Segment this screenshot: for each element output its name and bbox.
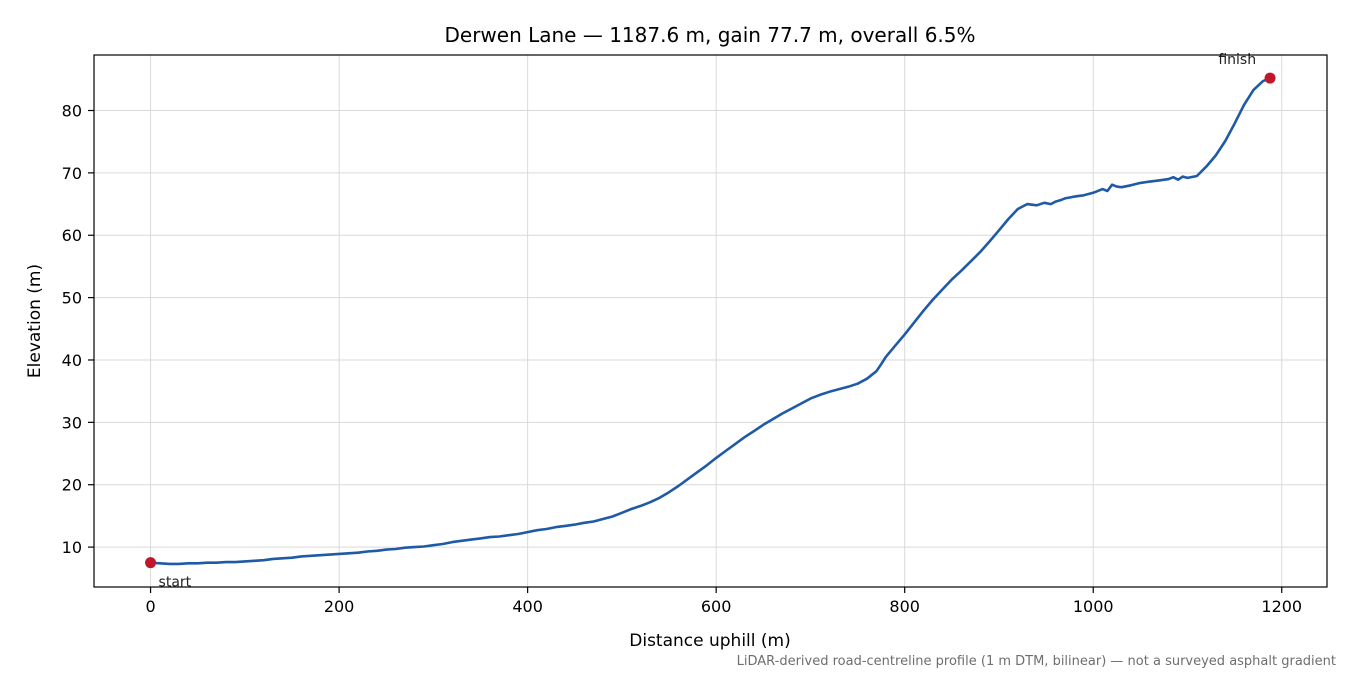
y-tick-label: 80 — [62, 102, 82, 121]
x-tick-label: 800 — [889, 597, 920, 616]
start-marker — [145, 557, 157, 569]
x-tick-label: 600 — [701, 597, 732, 616]
y-tick-label: 60 — [62, 226, 82, 245]
y-tick-label: 10 — [62, 538, 82, 557]
grid-lines — [94, 55, 1327, 587]
series-layer — [149, 76, 1272, 566]
x-tick-label: 0 — [145, 597, 155, 616]
axis-ticks: 0 200 400 600 800 1000 1200 10 20 30 40 50 60 70 80 — [62, 102, 1302, 616]
chart-title: Derwen Lane — 1187.6 m, gain 77.7 m, ove… — [444, 23, 975, 47]
elevation-profile-line — [149, 76, 1272, 566]
y-tick-label: 50 — [62, 289, 82, 308]
y-tick-label: 30 — [62, 413, 82, 432]
plot-frame — [93, 54, 1328, 588]
x-tick-label: 400 — [512, 597, 543, 616]
x-axis-label: Distance uphill (m) — [629, 631, 790, 651]
footnote: LiDAR-derived road-centreline profile (1… — [737, 654, 1336, 669]
y-tick-label: 70 — [62, 164, 82, 183]
finish-label: finish — [1218, 52, 1256, 68]
x-tick-label: 200 — [324, 597, 355, 616]
x-tick-label: 1000 — [1073, 597, 1114, 616]
y-tick-label: 20 — [62, 476, 82, 495]
y-tick-label: 40 — [62, 351, 82, 370]
annotation-layer: start finish — [145, 52, 1276, 591]
x-tick-label: 1200 — [1261, 597, 1302, 616]
y-axis-label: Elevation (m) — [25, 264, 45, 378]
start-label: start — [159, 575, 192, 591]
finish-marker — [1264, 72, 1276, 84]
